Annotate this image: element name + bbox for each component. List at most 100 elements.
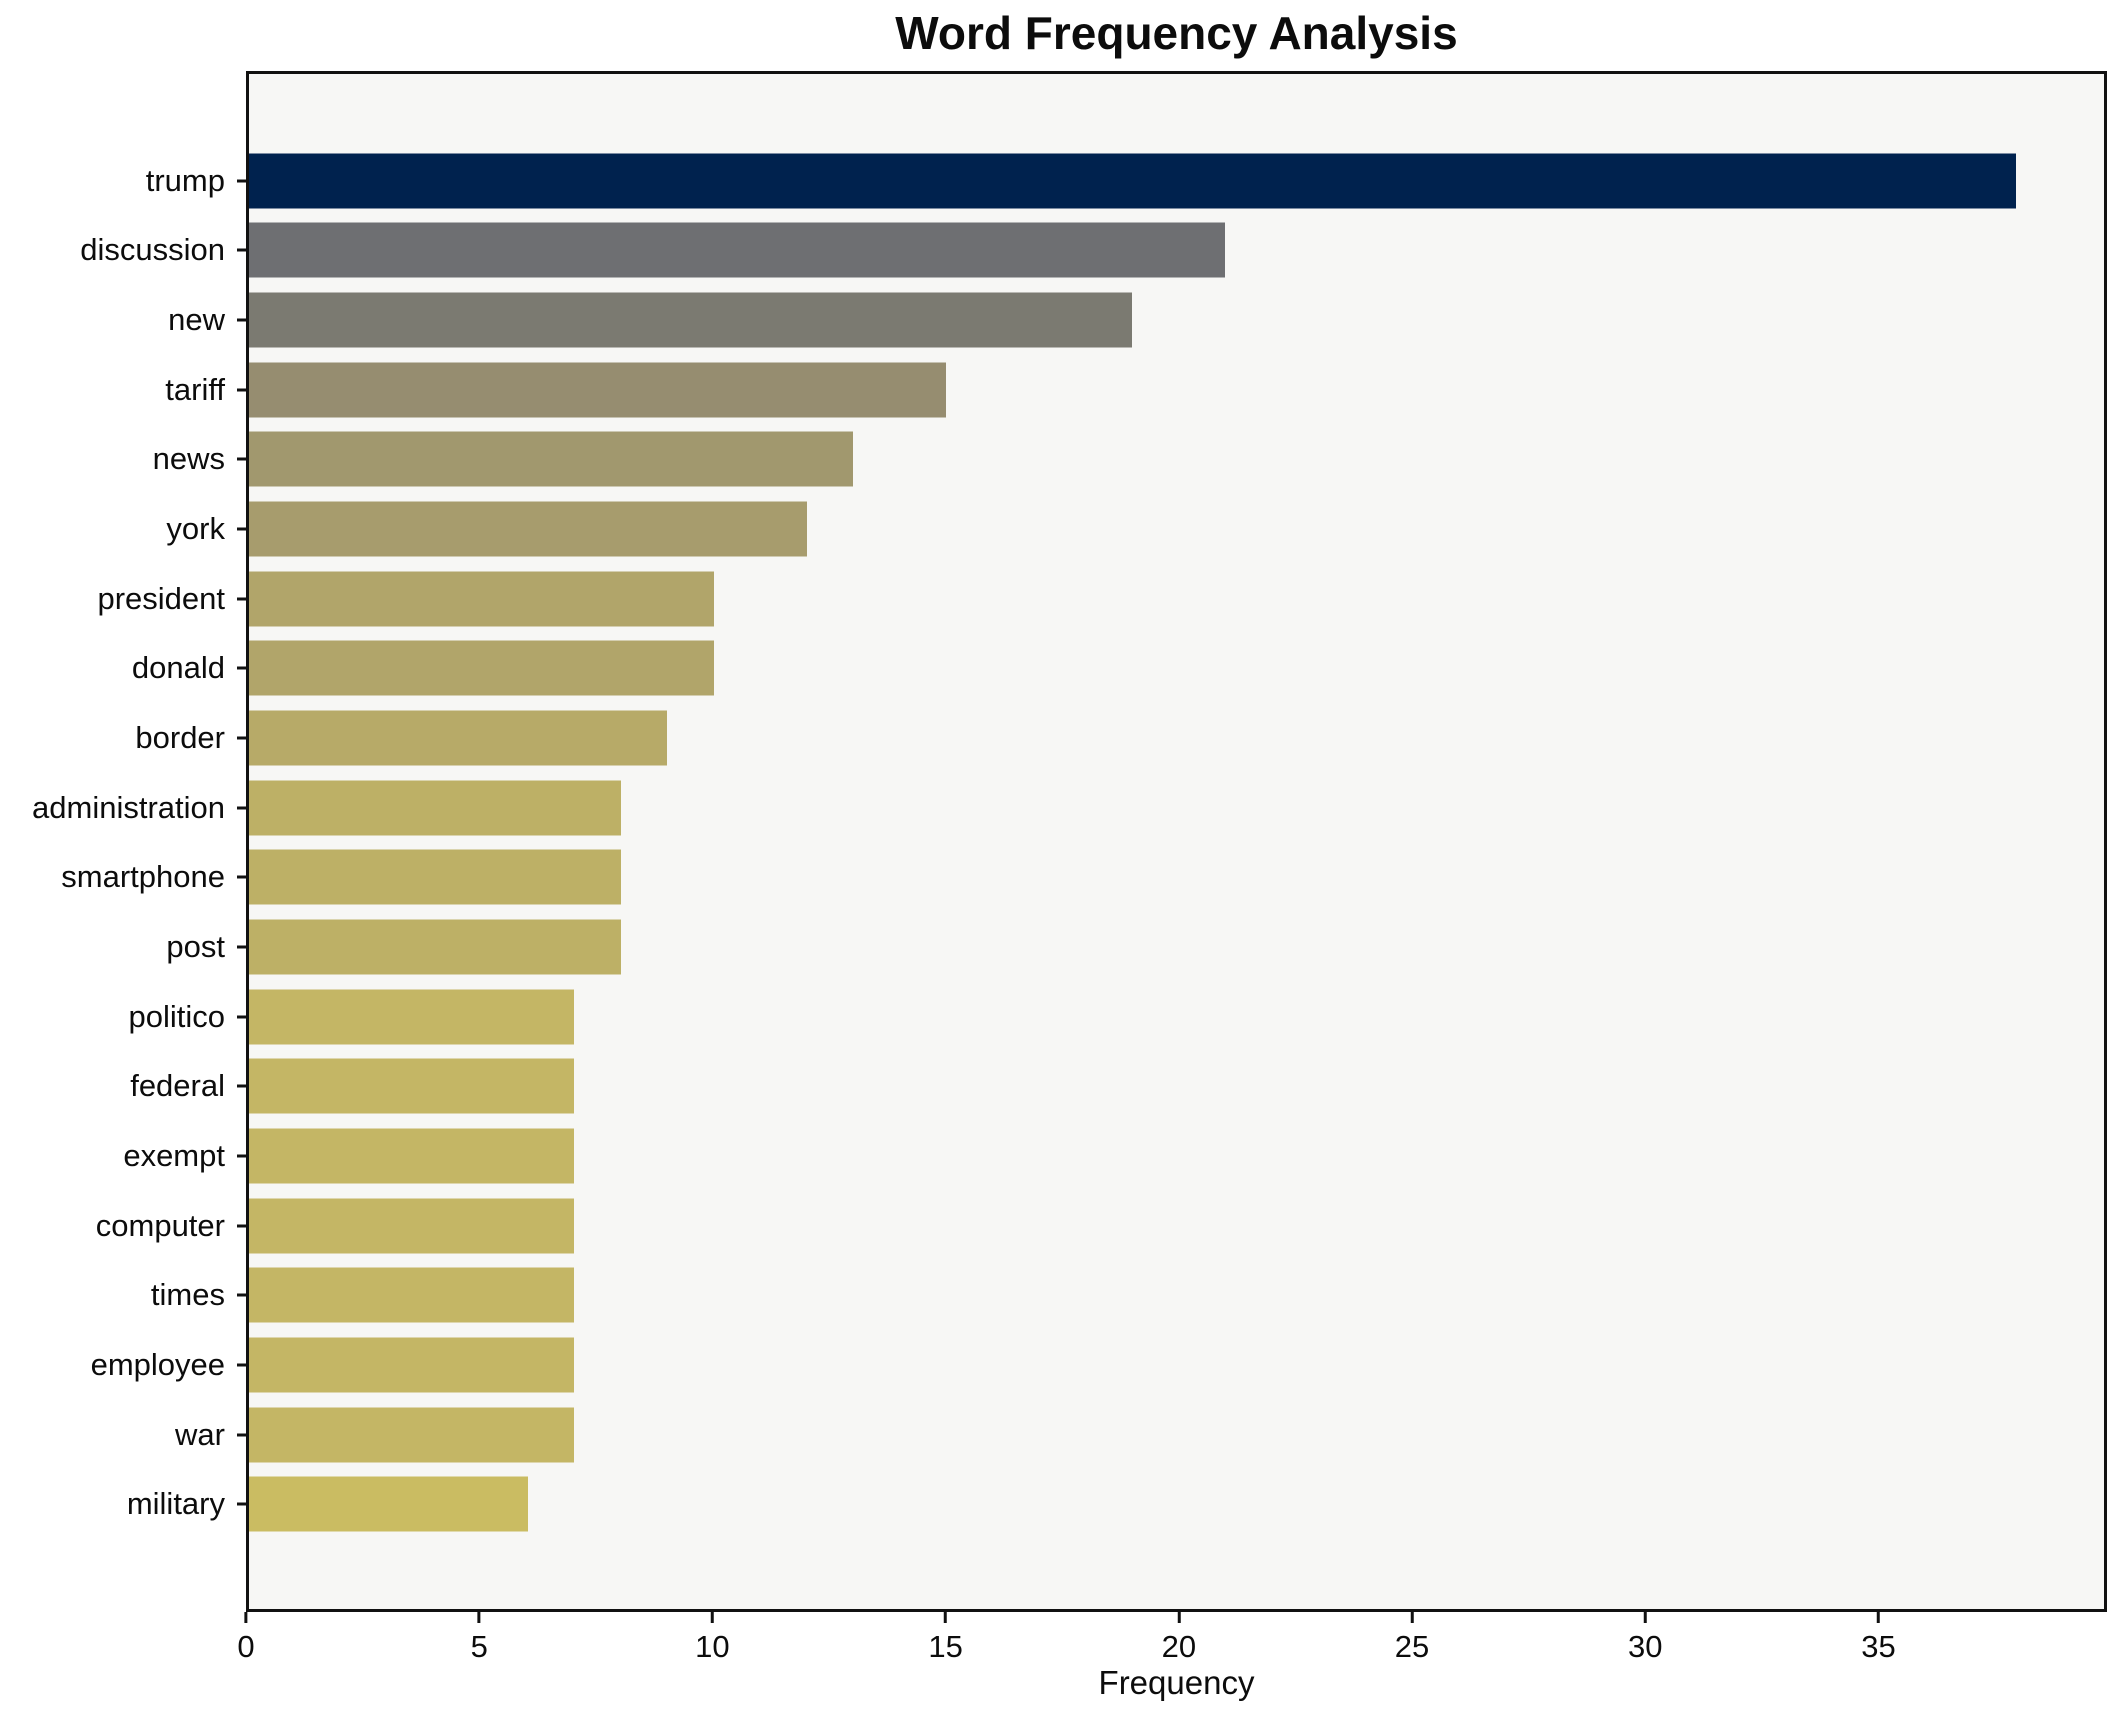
y-tick-label: donald <box>131 650 225 686</box>
y-tick-label: federal <box>130 1068 225 1104</box>
x-tick-label: 5 <box>470 1629 488 1664</box>
bar <box>249 292 1133 348</box>
bar <box>249 362 947 418</box>
bar <box>249 1198 575 1254</box>
bar <box>249 431 854 487</box>
y-tick-label: times <box>150 1277 225 1313</box>
bar <box>249 571 714 627</box>
bar-row: donald <box>132 634 2104 704</box>
y-tick-mark <box>237 666 249 670</box>
bar-row: federal <box>130 1052 2104 1122</box>
bar-row: administration <box>32 773 2104 843</box>
y-tick-mark <box>237 736 249 740</box>
y-tick-mark <box>237 248 249 252</box>
y-tick-label: administration <box>32 789 225 825</box>
bar-row: times <box>151 1261 2104 1331</box>
x-tick-mark <box>1643 1612 1647 1623</box>
x-tick: 5 <box>471 1612 488 1665</box>
x-tick-label: 15 <box>928 1629 963 1664</box>
y-tick-label: news <box>152 441 225 477</box>
bar-row: news <box>153 425 2104 495</box>
x-tick-mark <box>1876 1612 1880 1623</box>
bar <box>249 1476 528 1532</box>
bars-container: trump discussion new tariff news york presiden… <box>32 146 2104 1539</box>
bar <box>249 640 714 696</box>
y-tick-label: politico <box>128 998 226 1034</box>
y-tick-mark <box>237 806 249 810</box>
y-tick-mark <box>237 1293 249 1297</box>
y-tick-label: trump <box>145 162 225 198</box>
y-tick-label: smartphone <box>61 859 225 895</box>
x-tick: 20 <box>1162 1612 1196 1665</box>
x-tick: 10 <box>695 1612 730 1665</box>
bar <box>249 780 621 836</box>
bar <box>249 710 668 766</box>
x-tick-mark <box>1177 1612 1181 1623</box>
y-tick-mark <box>237 1154 249 1158</box>
y-tick-label: discussion <box>80 232 225 268</box>
y-tick-mark <box>237 388 249 392</box>
y-tick-label: post <box>166 929 225 965</box>
bar-row: war <box>175 1400 2104 1470</box>
y-tick-mark <box>237 1084 249 1088</box>
y-tick-label: president <box>97 580 225 616</box>
bar-row: computer <box>96 1191 2104 1261</box>
y-tick-label: military <box>126 1486 225 1522</box>
x-tick: 30 <box>1628 1612 1662 1665</box>
bar <box>249 1407 575 1463</box>
y-tick-mark <box>237 1502 249 1506</box>
x-axis-label: Frequency <box>1098 1664 1255 1701</box>
x-tick: 25 <box>1395 1612 1429 1665</box>
bar-row: smartphone <box>61 843 2104 913</box>
y-tick-mark <box>237 1363 249 1367</box>
y-tick-label: computer <box>95 1207 225 1243</box>
y-tick-mark <box>237 875 249 879</box>
x-axis: 0 5 10 15 20 25 30 35 <box>237 1612 2107 1682</box>
x-tick-mark <box>710 1612 714 1623</box>
bar <box>249 919 621 975</box>
y-tick-mark <box>237 527 249 531</box>
bar-row: military <box>127 1469 2104 1539</box>
bar-row: new <box>168 285 2104 355</box>
x-tick-label: 10 <box>695 1629 730 1664</box>
y-tick-mark <box>237 945 249 949</box>
x-tick: 15 <box>928 1612 963 1665</box>
bar-row: border <box>135 703 2104 773</box>
bar <box>249 153 2016 209</box>
bar <box>249 1267 575 1323</box>
y-tick-label: exempt <box>123 1138 225 1174</box>
chart-title: Word Frequency Analysis <box>895 7 1458 59</box>
x-tick-label: 25 <box>1394 1629 1430 1664</box>
bar <box>249 849 621 905</box>
y-tick-mark <box>237 1433 249 1437</box>
bar <box>249 1128 575 1184</box>
bar-row: exempt <box>123 1121 2104 1191</box>
bar-row: politico <box>129 982 2104 1052</box>
y-tick-label: new <box>168 302 225 338</box>
bar-row: post <box>166 912 2104 982</box>
bar <box>249 1058 575 1114</box>
x-tick-label: 20 <box>1161 1629 1197 1664</box>
y-tick-mark <box>237 179 249 183</box>
bar <box>249 1337 575 1393</box>
y-tick-label: war <box>175 1416 225 1452</box>
x-tick-mark <box>1410 1612 1414 1623</box>
y-tick-mark <box>237 457 249 461</box>
x-tick: 0 <box>237 1612 255 1665</box>
bar-row: trump <box>146 146 2104 216</box>
x-tick-label: 30 <box>1627 1629 1663 1664</box>
x-tick-mark <box>477 1612 481 1623</box>
bar-row: tariff <box>165 355 2104 425</box>
y-tick-mark <box>237 1015 249 1019</box>
bar <box>249 222 1226 278</box>
y-tick-label: border <box>135 720 225 756</box>
x-tick-label: 35 <box>1861 1629 1896 1664</box>
bar-row: president <box>97 564 2104 634</box>
y-tick-label: york <box>166 511 225 547</box>
y-tick-label: employee <box>90 1346 225 1382</box>
x-tick-mark <box>244 1612 248 1623</box>
y-tick-mark <box>237 597 249 601</box>
bar-row: york <box>166 494 2104 564</box>
x-tick-mark <box>944 1612 948 1623</box>
